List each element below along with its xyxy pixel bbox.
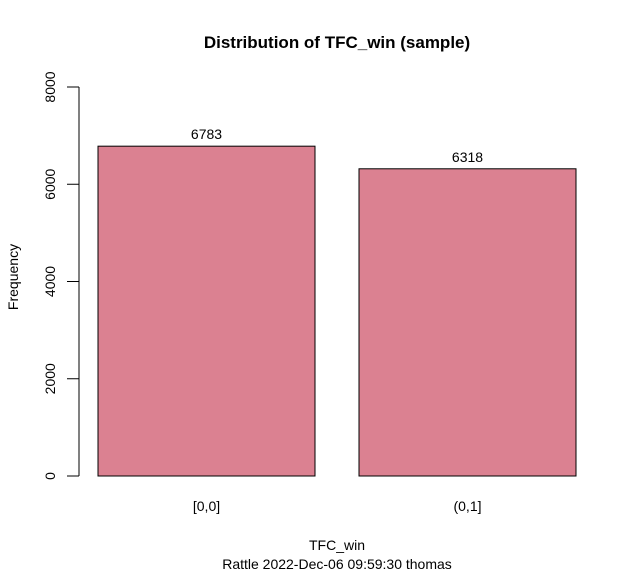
y-tick-label: 0 bbox=[42, 472, 58, 480]
y-axis: 0 2000 4000 6000 8000 bbox=[42, 71, 80, 480]
bar bbox=[358, 168, 577, 477]
y-tick-label: 4000 bbox=[42, 266, 58, 297]
y-tick-label: 8000 bbox=[42, 71, 58, 102]
y-tick-label: 6000 bbox=[42, 168, 58, 199]
x-tick-label: [0,0] bbox=[193, 498, 220, 514]
bar bbox=[97, 145, 316, 477]
y-tick-label: 2000 bbox=[42, 363, 58, 394]
chart-subtitle: Rattle 2022-Dec-06 09:59:30 thomas bbox=[222, 556, 452, 572]
y-axis-label: Frequency bbox=[5, 244, 21, 310]
x-axis-label: TFC_win bbox=[309, 537, 365, 553]
bar-value-label: 6318 bbox=[452, 149, 483, 165]
bar-value-label: 6783 bbox=[191, 126, 222, 142]
x-tick-labels: [0,0] (0,1] bbox=[193, 498, 482, 514]
chart-title: Distribution of TFC_win (sample) bbox=[204, 33, 470, 52]
bars-group: 6783 6318 bbox=[97, 126, 577, 477]
x-tick-label: (0,1] bbox=[453, 498, 481, 514]
